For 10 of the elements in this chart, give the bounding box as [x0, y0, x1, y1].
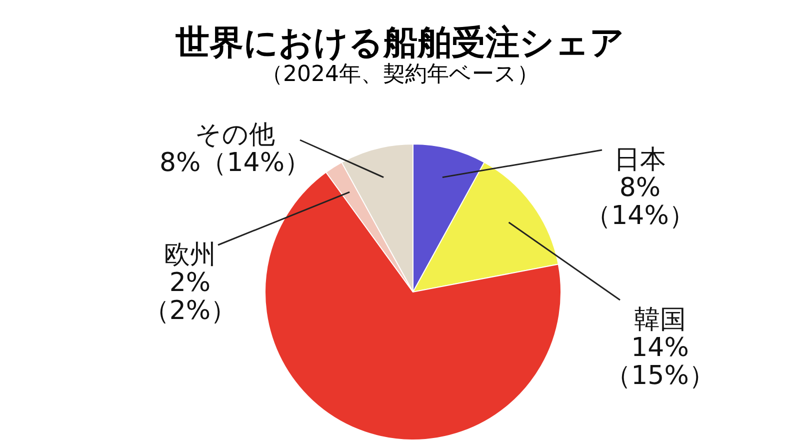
slice-label: 日本	[614, 145, 666, 175]
chart-subtitle: （2024年、契約年ベース）	[261, 62, 539, 87]
data-label: 8% （14%）	[585, 173, 695, 231]
data-label: 8%（14%）	[159, 148, 311, 178]
slice-label: 欧州	[164, 240, 216, 270]
slice-label: その他	[195, 120, 275, 150]
data-label: 14% （15%）	[605, 333, 715, 391]
chart-title: 世界における船舶受注シェア	[174, 23, 624, 63]
data-label: 2% （2%）	[143, 268, 237, 326]
slice-label: 韓国	[634, 305, 686, 335]
